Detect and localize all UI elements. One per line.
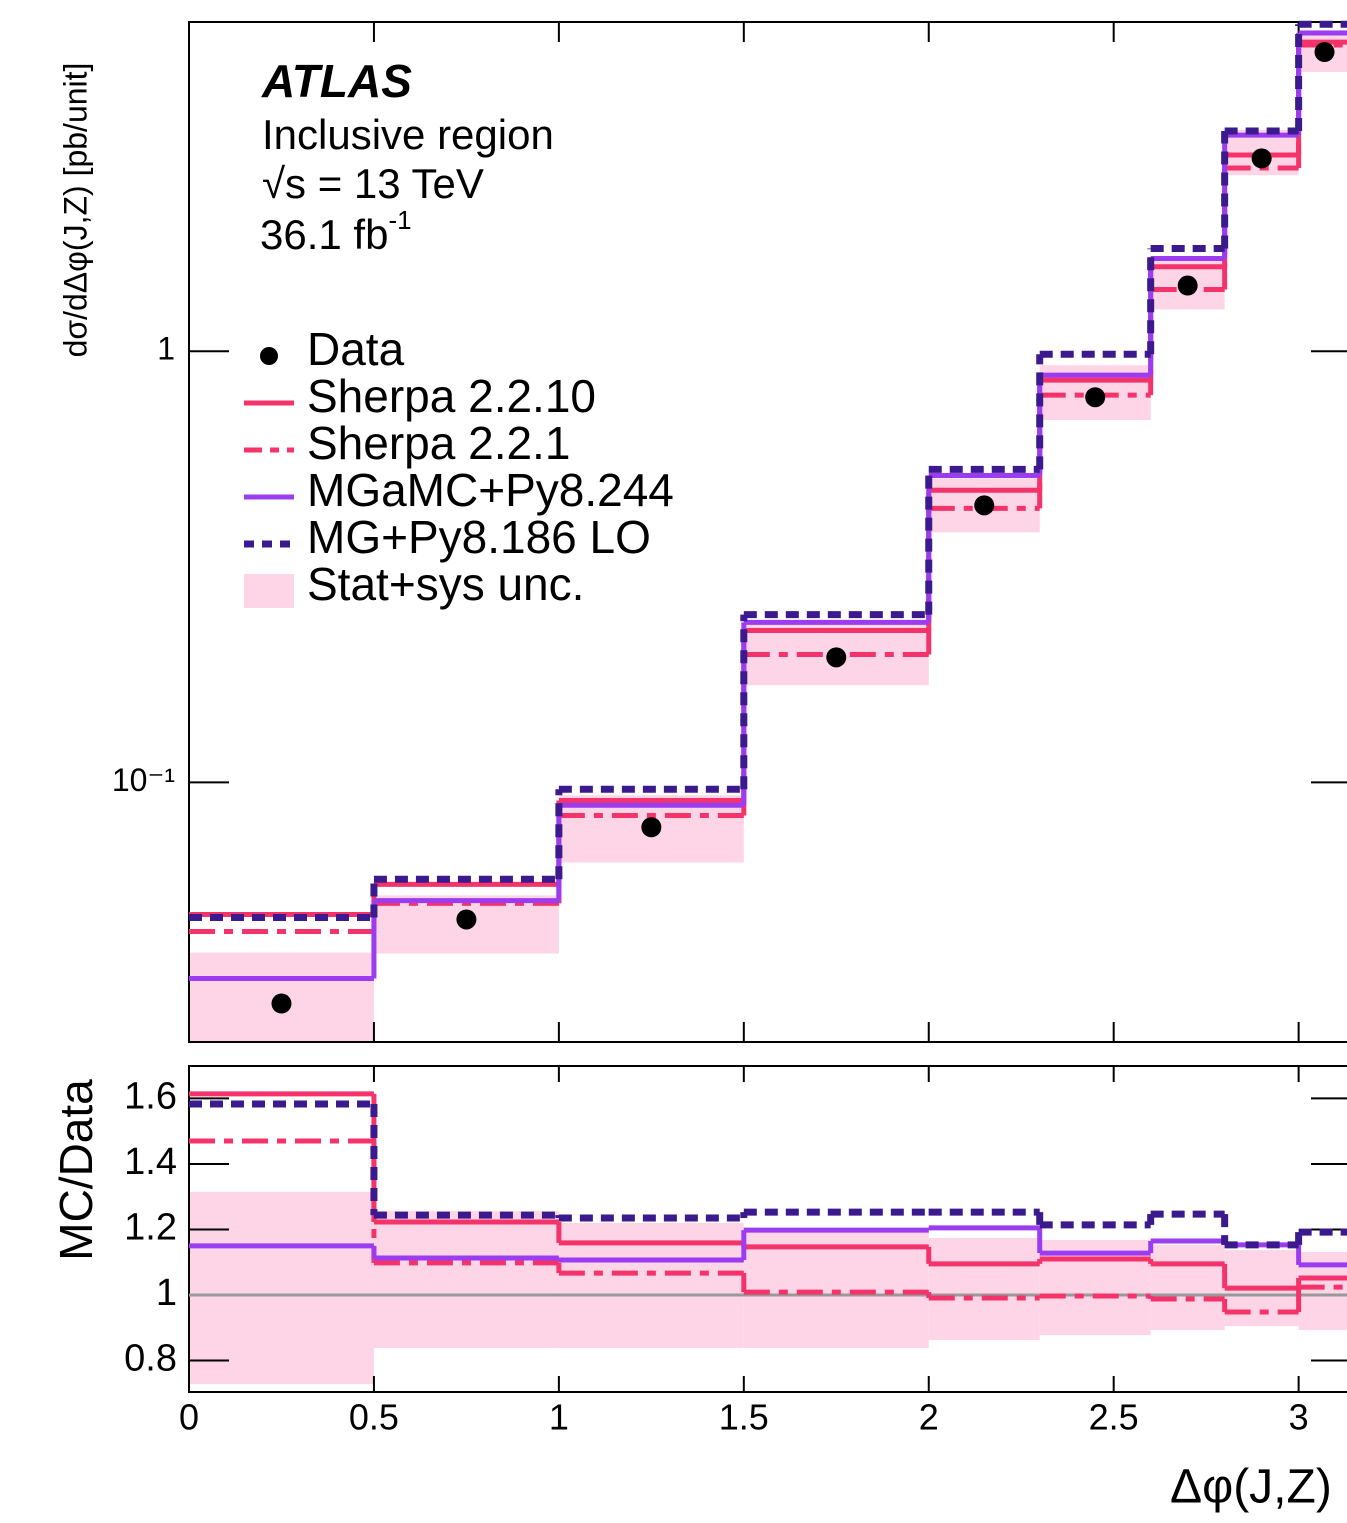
experiment-label: ATLAS [261,55,412,107]
data-point [271,993,292,1014]
lumi-exponent: -1 [388,205,411,235]
data-point [1085,387,1106,408]
data-point [974,495,995,516]
frame-layer [188,21,1347,1393]
data-point [456,909,477,930]
y-tick-label: 1 [157,331,175,367]
x-axis-title: Δφ(J,Z) [1170,1461,1332,1514]
y-tick-label: 10⁻¹ [112,762,175,798]
y-axis-title: dσ/dΔφ(J,Z) [pb/unit] [57,63,93,358]
legend-label: Stat+sys unc. [307,558,584,610]
y-tick-label: 1.6 [124,1075,177,1117]
data-point [641,817,662,838]
x-tick-label: 0.5 [349,1397,399,1438]
region-label: Inclusive region [262,111,554,158]
uncertainty-band [928,1238,1040,1340]
legend-label: MGaMC+Py8.244 [307,464,674,516]
y-tick-label: 0.8 [124,1338,177,1380]
ratio-y-axis-title: MC/Data [50,1079,102,1261]
y-tick-label: 1.2 [124,1207,177,1249]
uncertainty-band [373,1211,559,1349]
x-tick-label: 3 [1289,1397,1309,1438]
legend-label: Data [307,323,405,375]
legend-marker [260,347,278,365]
x-tick-label: 1.5 [719,1397,769,1438]
x-tick-label: 0 [179,1397,199,1438]
uncertainty-band [1150,1244,1225,1331]
legend-label: MG+Py8.186 LO [307,511,651,563]
x-tick-label: 1 [549,1397,569,1438]
uncertainty-band [189,1191,374,1385]
lumi-label: 36.1 fb-1 [260,205,412,258]
energy-label: √s = 13 TeV [262,160,484,207]
lines-layer [189,20,1347,1315]
data-point [826,647,847,668]
x-tick-label: 2.5 [1089,1397,1139,1438]
data-point [1251,148,1272,169]
legend-label: Sherpa 2.2.10 [307,370,596,422]
data-point [1314,42,1335,63]
legend-label: Sherpa 2.2.1 [307,417,570,469]
x-tick-label: 2 [919,1397,939,1438]
lumi-value: 36.1 fb [260,211,388,258]
data-point [1177,275,1198,296]
plot-frame [188,21,1347,1043]
uncertainty-band [1039,1239,1151,1335]
y-tick-label: 1.4 [124,1141,177,1183]
y-tick-label: 1 [156,1272,177,1314]
legend-swatch [244,574,294,608]
